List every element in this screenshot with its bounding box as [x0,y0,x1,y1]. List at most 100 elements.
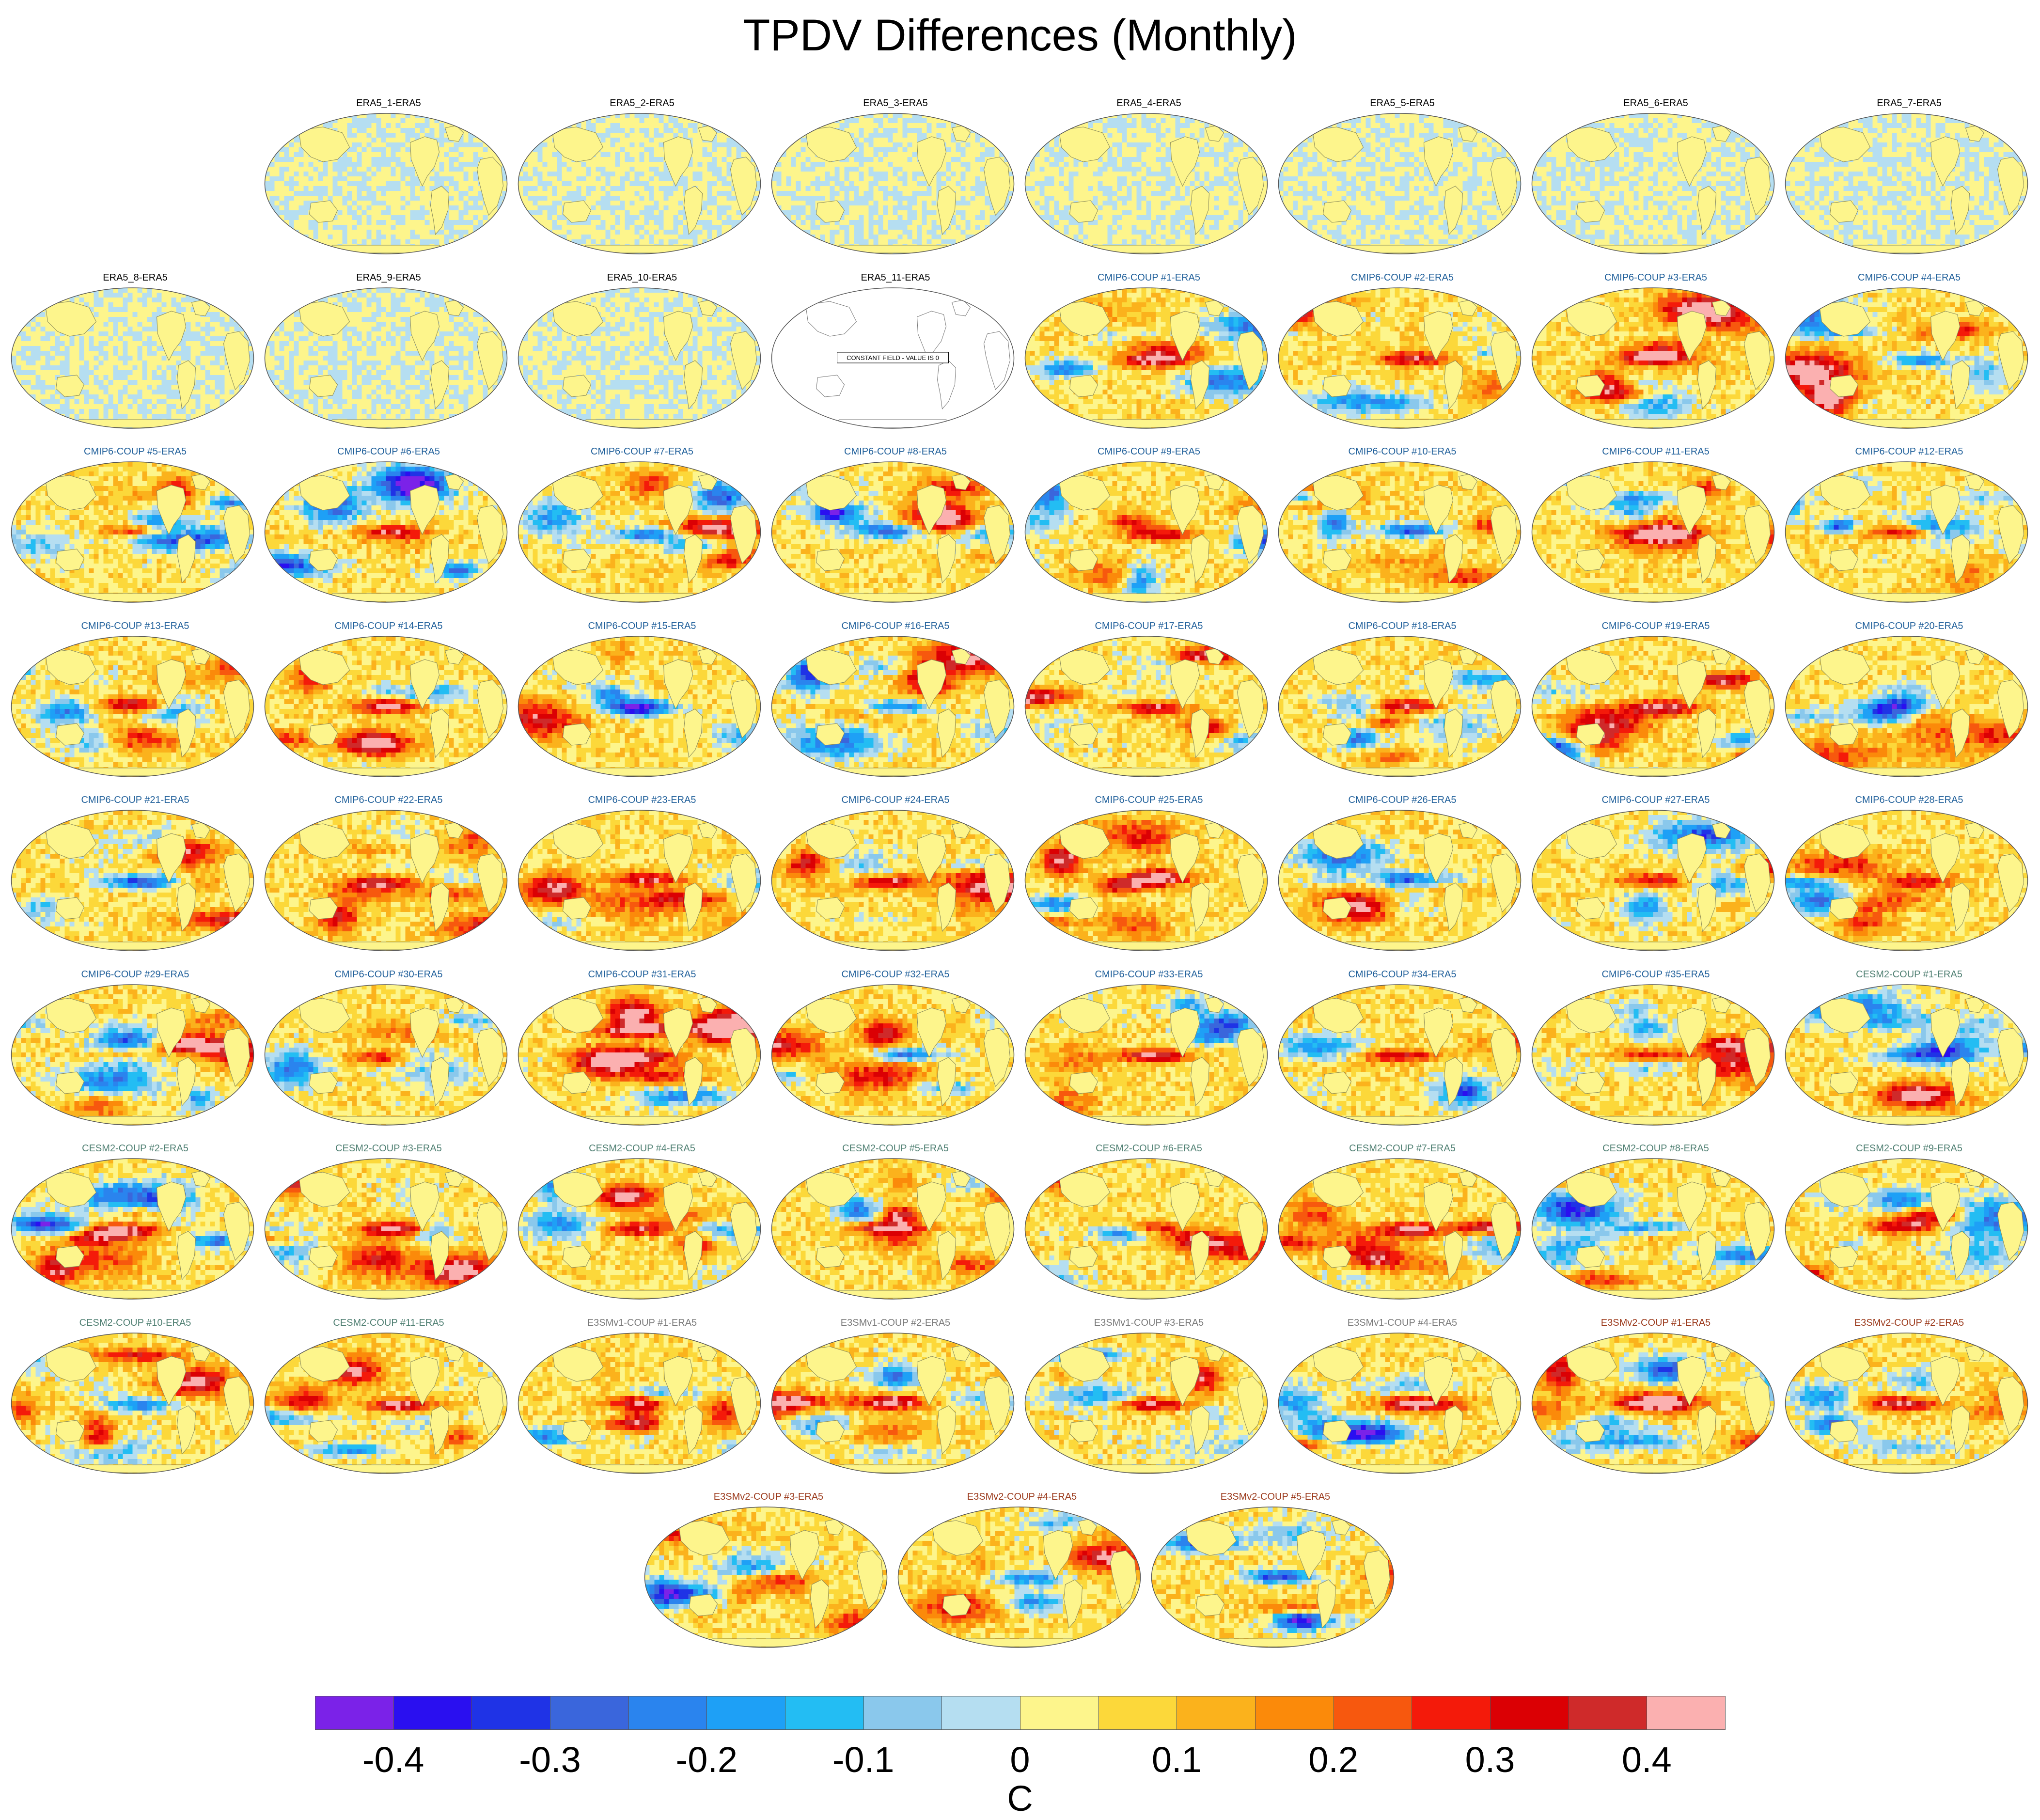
heatmap-cell [756,123,761,128]
heatmap-cell [912,201,918,206]
heatmap-cell [538,128,543,133]
heatmap-cell [644,239,650,245]
heatmap-cell [898,152,903,157]
heatmap-cell [854,196,860,201]
heatmap-cell [1151,152,1157,157]
heatmap-cell [469,235,474,240]
heatmap-cell [464,138,469,143]
heatmap-cell [557,118,563,124]
heatmap-cell [903,176,908,182]
heatmap-cell [854,152,860,157]
heatmap-cell [464,181,469,187]
heatmap-cell [275,205,280,211]
heatmap-cell [801,186,806,191]
heatmap-cell [737,147,742,153]
heatmap-cell [323,176,329,182]
heatmap-cell [811,230,816,235]
heatmap-cell [980,147,986,153]
heatmap-cell [678,220,684,225]
heatmap-cell [615,196,621,201]
heatmap-cell [1200,138,1205,143]
heatmap-cell [669,118,674,124]
heatmap-cell [270,133,275,138]
heatmap-cell [811,186,816,191]
heatmap-cell [464,162,469,167]
heatmap-cell [908,215,913,220]
heatmap-cell [548,191,553,196]
heatmap-cell [649,128,655,133]
heatmap-cell [791,172,797,177]
heatmap-cell [1004,249,1010,254]
heatmap-cell [289,196,295,201]
heatmap-cell [942,123,947,128]
heatmap-cell [372,162,377,167]
heatmap-cell [318,167,324,172]
heatmap-cell [1224,123,1229,128]
heatmap-cell [922,210,927,216]
heatmap-cell [362,133,367,138]
heatmap-cell [961,220,966,225]
heatmap-cell [518,118,524,124]
heatmap-cell [352,225,358,230]
heatmap-cell [620,142,626,148]
heatmap-cell [966,196,971,201]
heatmap-cell [406,128,411,133]
heatmap-cell [922,196,927,201]
heatmap-cell [893,172,898,177]
heatmap-cell [478,128,484,133]
heatmap-cell [615,118,621,124]
heatmap-cell [381,162,387,167]
heatmap-cell [1137,133,1142,138]
heatmap-cell [275,162,280,167]
heatmap-cell [567,113,572,119]
heatmap-cell [338,225,343,230]
heatmap-cell [956,147,961,153]
heatmap-cell [669,215,674,220]
heatmap-cell [903,225,908,230]
heatmap-cell [425,205,430,211]
heatmap-cell [806,172,811,177]
heatmap-cell [1050,172,1055,177]
heatmap-cell [975,235,981,240]
heatmap-cell [746,142,752,148]
heatmap-cell [678,235,684,240]
heatmap-cell [693,128,698,133]
heatmap-cell [806,196,811,201]
heatmap-cell [975,118,981,124]
heatmap-cell [1263,113,1268,119]
heatmap-cell [391,230,396,235]
heatmap-cell [548,196,553,201]
heatmap-cell [557,176,563,182]
heatmap-cell [859,152,864,157]
heatmap-cell [620,196,626,201]
heatmap-cell [908,147,913,153]
heatmap-cell [741,230,747,235]
heatmap-cell [538,230,543,235]
heatmap-cell [548,157,553,162]
heatmap-cell [314,162,319,167]
heatmap-cell [835,191,840,196]
heatmap-cell [1079,162,1084,167]
heatmap-cell [1132,138,1137,143]
heatmap-cell [391,172,396,177]
heatmap-cell [664,220,669,225]
heatmap-cell [883,142,889,148]
heatmap-cell [415,239,421,245]
heatmap-cell [975,176,981,182]
heatmap-cell [328,249,333,254]
heatmap-cell [1059,157,1065,162]
heatmap-cell [415,225,421,230]
heatmap-cell [903,196,908,201]
heatmap-cell [912,239,918,245]
heatmap-cell [362,201,367,206]
heatmap-cell [625,172,630,177]
heatmap-cell [835,172,840,177]
heatmap-cell [357,225,362,230]
heatmap-cell [601,210,606,216]
heatmap-cell [386,186,392,191]
heatmap-cell [712,230,718,235]
heatmap-cell [980,235,986,240]
heatmap-cell [946,133,952,138]
heatmap-cell [801,225,806,230]
heatmap-cell [898,205,903,211]
